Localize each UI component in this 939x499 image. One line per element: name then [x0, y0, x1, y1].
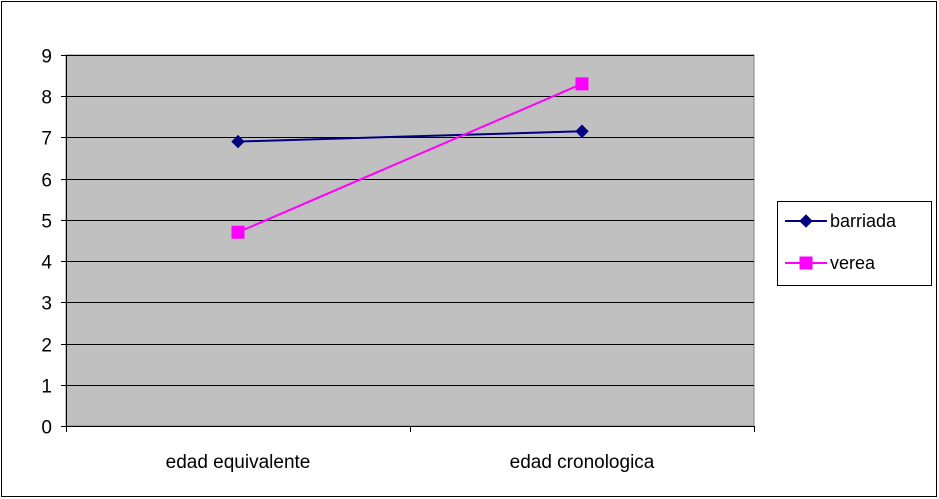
x-tick-label: edad equivalente [166, 452, 311, 473]
series-layer [231, 77, 589, 239]
plot-area [65, 54, 755, 427]
y-tick-label: 8 [41, 88, 52, 109]
axes [61, 55, 755, 432]
y-tick-label: 0 [41, 418, 52, 439]
y-tick-label: 5 [41, 212, 52, 233]
y-tick-label: 7 [41, 129, 52, 150]
y-tick-label: 3 [41, 294, 52, 315]
legend-item-verea: verea [785, 253, 876, 273]
legend-label: verea [830, 253, 876, 273]
legend-item-barriada: barriada [785, 211, 897, 231]
gridlines [66, 55, 754, 386]
legend-marker [799, 214, 813, 228]
y-tick-label: 6 [41, 171, 52, 192]
y-tick-label: 4 [41, 253, 52, 274]
legend-marker [799, 256, 813, 270]
y-tick-label: 2 [41, 336, 52, 357]
series-verea [231, 77, 589, 239]
series-line-barriada [237, 130, 583, 143]
legend-label: barriada [830, 211, 897, 231]
y-tick-label: 1 [41, 377, 52, 398]
x-axis-tick-labels: edad equivalente edad cronologica [166, 452, 655, 473]
data-point-verea [575, 77, 589, 91]
legend: barriada verea [777, 201, 932, 286]
series-barriada [231, 124, 589, 149]
data-point-barriada [231, 134, 245, 149]
data-point-verea [231, 225, 245, 239]
legend-box [777, 201, 932, 286]
series-line-verea [237, 82, 583, 234]
y-tick-label: 9 [41, 47, 52, 68]
data-point-barriada [575, 124, 589, 138]
y-axis-tick-labels: 0 1 2 3 4 5 6 7 8 9 [41, 47, 52, 439]
x-tick-label: edad cronologica [510, 452, 655, 473]
